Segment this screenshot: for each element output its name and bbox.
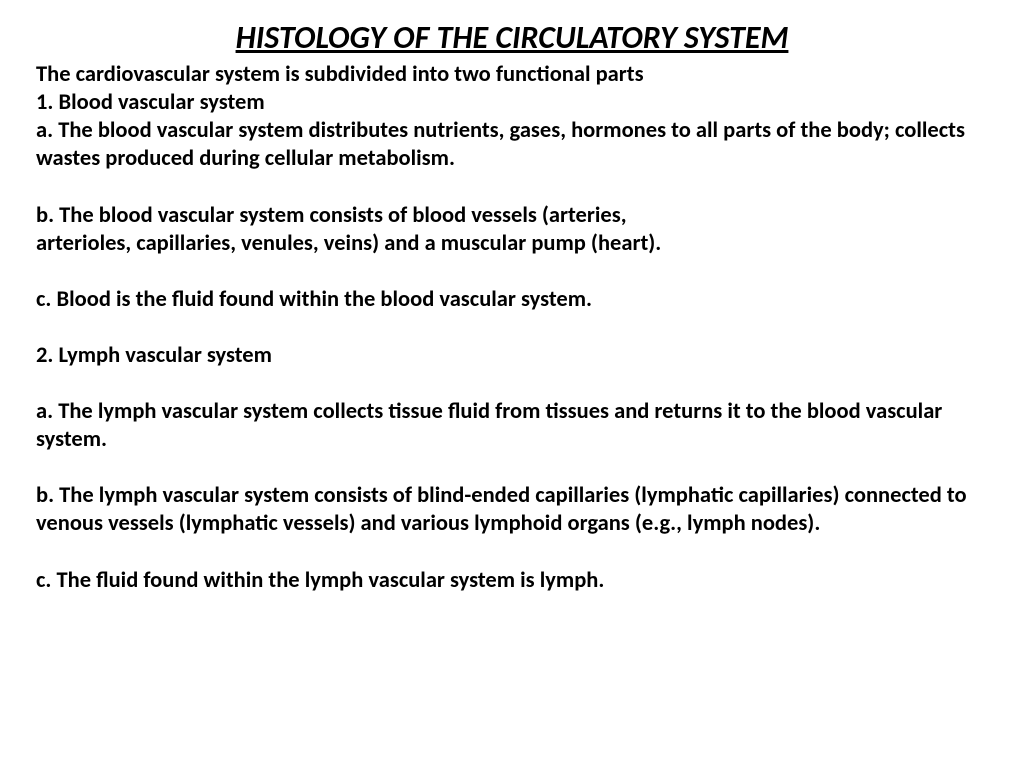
section-1-item-c: c. Blood is the fluid found within the b… bbox=[36, 286, 988, 314]
section-2-item-c: c. The fluid found within the lymph vasc… bbox=[36, 567, 988, 595]
section-1-item-b-line1: b. The blood vascular system consists of… bbox=[36, 202, 988, 230]
spacer bbox=[36, 258, 988, 286]
section-2-item-b: b. The lymph vascular system consists of… bbox=[36, 482, 988, 538]
section-1-item-a: a. The blood vascular system distributes… bbox=[36, 117, 988, 173]
slide: HISTOLOGY OF THE CIRCULATORY SYSTEM The … bbox=[0, 0, 1024, 768]
section-1-heading: 1. Blood vascular system bbox=[36, 89, 988, 117]
slide-title: HISTOLOGY OF THE CIRCULATORY SYSTEM bbox=[36, 18, 988, 57]
slide-body: The cardiovascular system is subdivided … bbox=[36, 61, 988, 595]
section-2-heading: 2. Lymph vascular system bbox=[36, 342, 988, 370]
spacer bbox=[36, 370, 988, 398]
spacer bbox=[36, 539, 988, 567]
spacer bbox=[36, 314, 988, 342]
section-1-item-b-line2: arterioles, capillaries, venules, veins)… bbox=[36, 230, 988, 258]
section-2-item-a: a. The lymph vascular system collects ti… bbox=[36, 398, 988, 454]
spacer bbox=[36, 454, 988, 482]
spacer bbox=[36, 174, 988, 202]
intro-line: The cardiovascular system is subdivided … bbox=[36, 61, 988, 89]
